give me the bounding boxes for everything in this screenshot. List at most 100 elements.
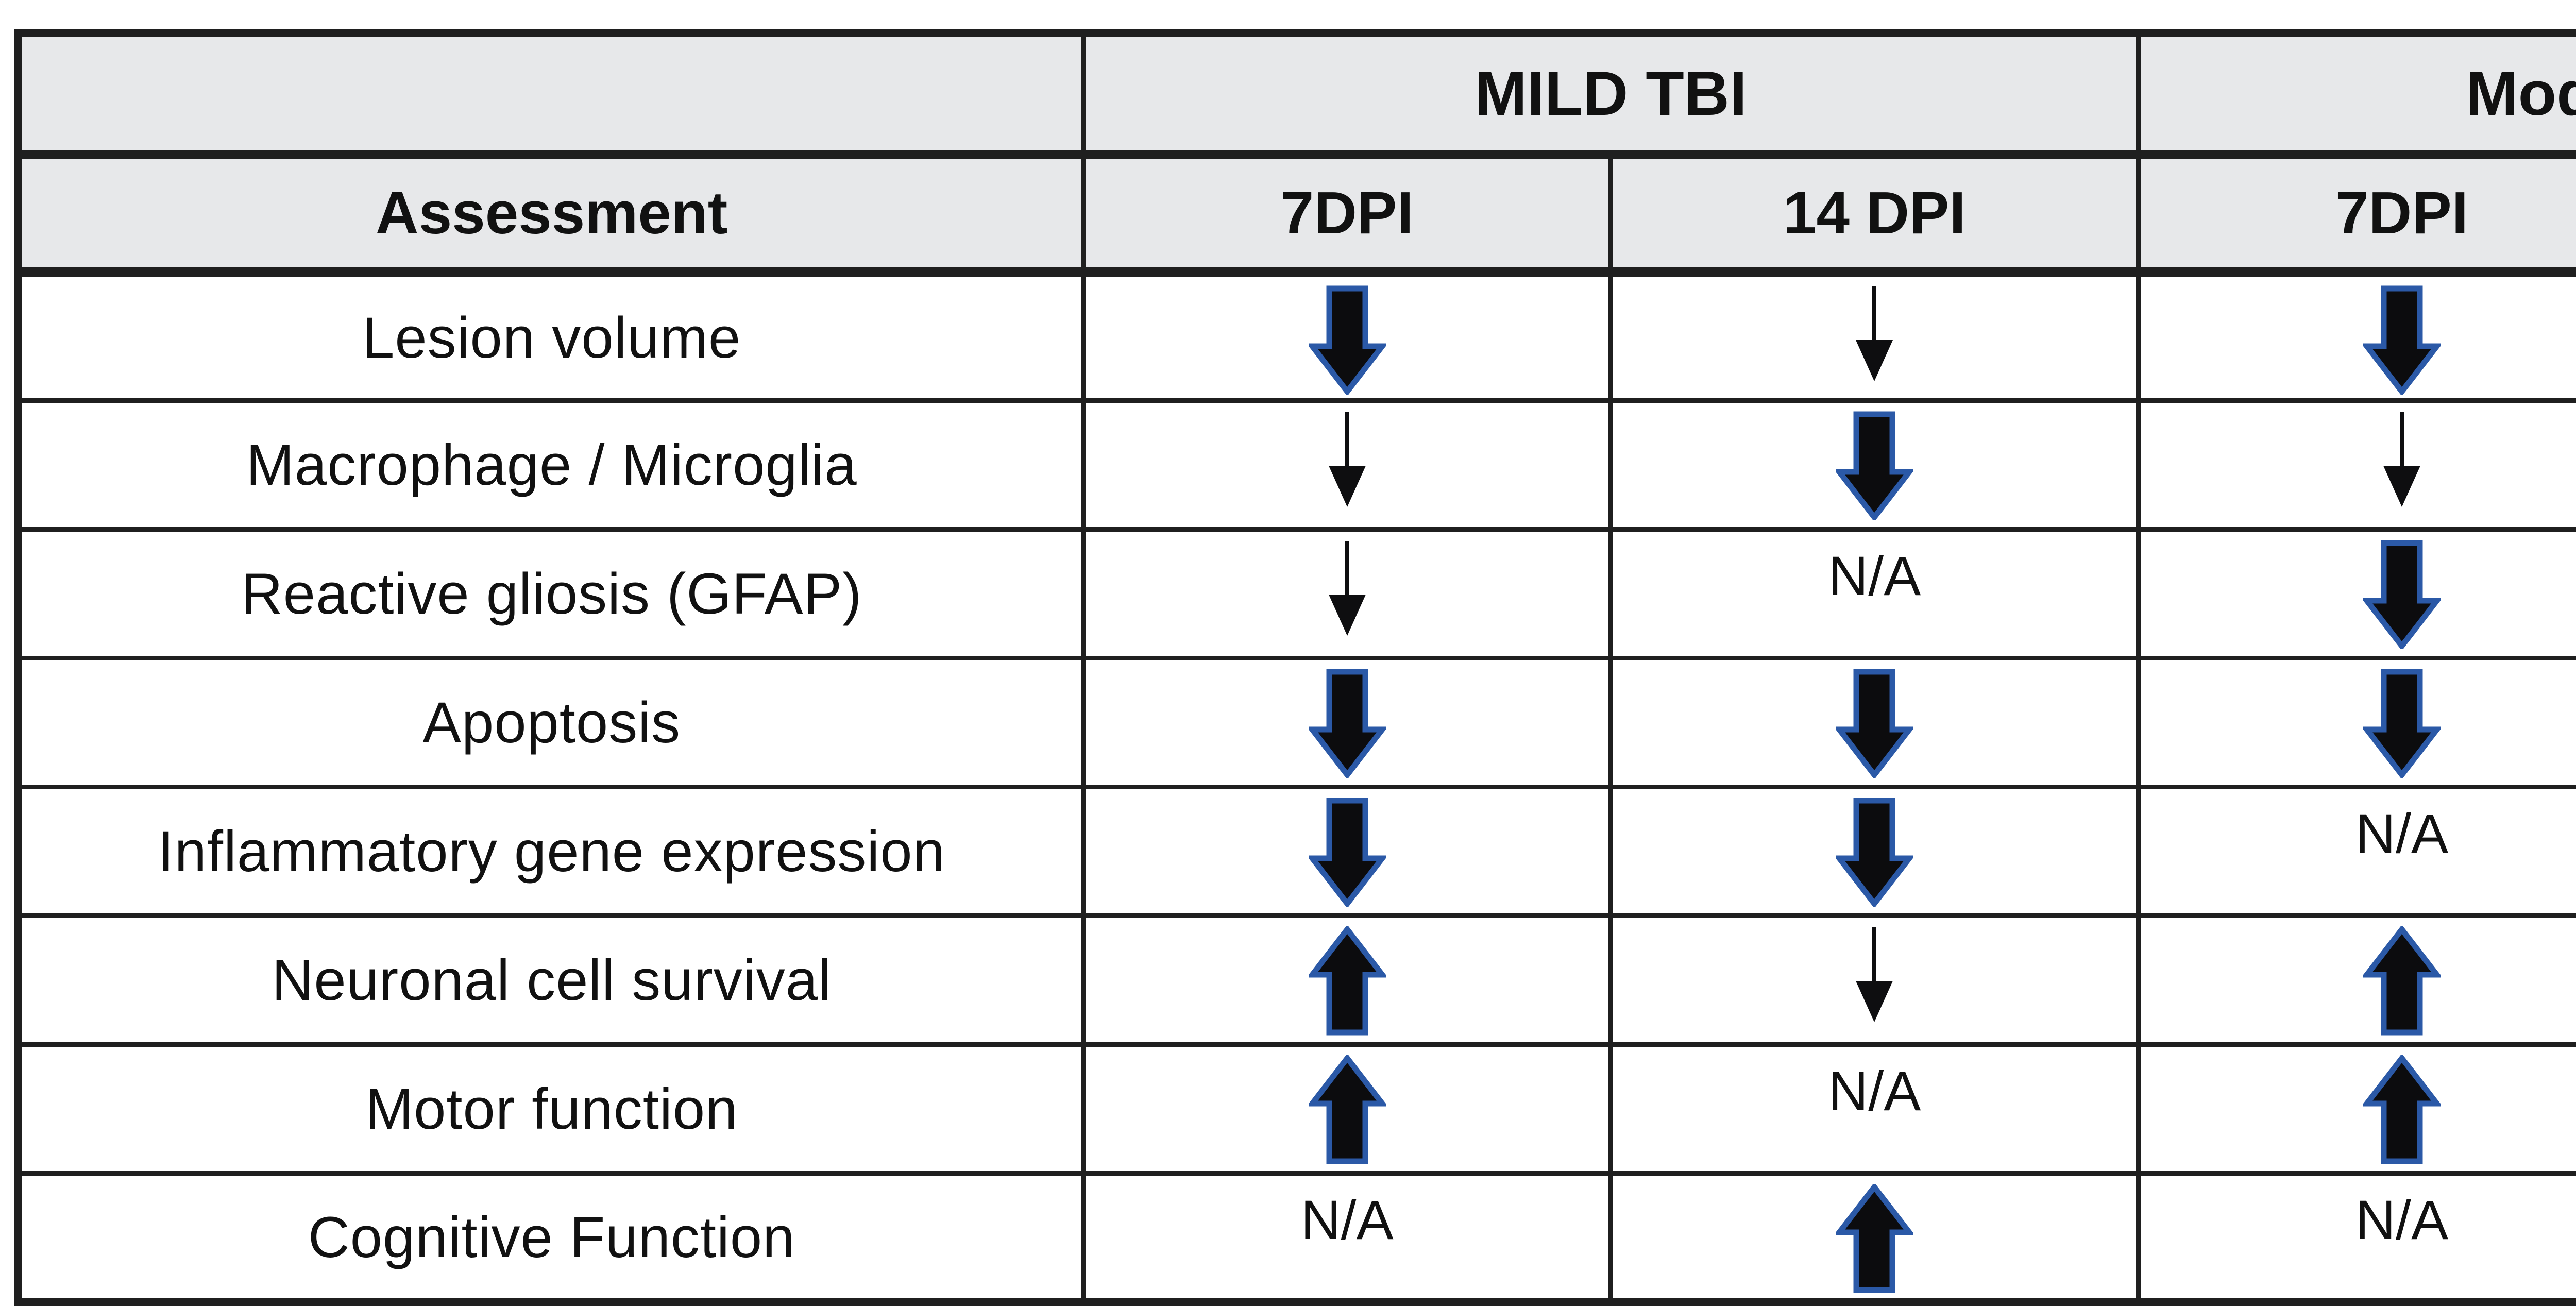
thick-down-arrow-cell-content [1086, 277, 1608, 399]
thick-down-arrow-cell-content [1086, 660, 1608, 785]
row-label: Lesion volume [19, 272, 1083, 401]
thick-up-arrow-icon [1309, 1055, 1386, 1164]
thin-down-arrow-cell [1083, 530, 1611, 658]
thin-down-arrow-cell [1611, 916, 2139, 1045]
thick-up-arrow-cell-content [1613, 1176, 2136, 1298]
thick-up-arrow-icon [2363, 1055, 2441, 1164]
thick-down-arrow-cell [1611, 401, 2139, 530]
thin-down-arrow-icon [1854, 285, 1895, 383]
row-label: Neuronal cell survival [19, 916, 1083, 1045]
thin-down-arrow-cell-content [1613, 277, 2136, 399]
thick-up-arrow-cell-content [2141, 918, 2576, 1042]
thick-down-arrow-icon [2363, 285, 2441, 395]
thick-up-arrow-icon [1309, 926, 1386, 1036]
table-row: Reactive gliosis (GFAP) N/A [19, 530, 2576, 658]
thick-up-arrow-icon [1836, 1184, 1913, 1293]
table-row: Apoptosis [19, 658, 2576, 787]
thick-up-arrow-cell [2138, 916, 2576, 1045]
corner-cell [19, 33, 1083, 155]
thick-down-arrow-cell [1083, 272, 1611, 401]
thick-up-arrow-cell-content [1086, 918, 1608, 1042]
na-cell-content: N/A [2141, 789, 2576, 913]
thick-down-arrow-cell [1083, 787, 1611, 916]
table-row: Cognitive Function N/A N/A [19, 1174, 2576, 1302]
na-cell-content: N/A [1613, 532, 2136, 656]
na-cell: N/A [1611, 1045, 2139, 1174]
thick-down-arrow-cell-content [2141, 277, 2576, 399]
row-label: Cognitive Function [19, 1174, 1083, 1302]
mild-7dpi-column-header: 7DPI [1083, 155, 1611, 272]
thick-down-arrow-icon [1309, 669, 1386, 778]
na-label: N/A [1828, 540, 1921, 608]
na-label: N/A [1828, 1055, 1921, 1123]
row-label: Apoptosis [19, 658, 1083, 787]
table-row: Macrophage / Microglia [19, 401, 2576, 530]
assessment-column-header: Assessment [19, 155, 1083, 272]
row-label: Inflammatory gene expression [19, 787, 1083, 916]
thick-up-arrow-cell [2138, 1045, 2576, 1174]
thick-down-arrow-icon [2363, 669, 2441, 778]
thick-down-arrow-icon [1309, 798, 1386, 907]
row-label: Reactive gliosis (GFAP) [19, 530, 1083, 658]
na-label: N/A [1301, 1184, 1394, 1252]
thick-down-arrow-cell [1611, 658, 2139, 787]
table-row: Neuronal cell survival [19, 916, 2576, 1045]
table-row: Lesion volume [19, 272, 2576, 401]
na-cell: N/A [1083, 1174, 1611, 1302]
na-cell-content: N/A [1613, 1047, 2136, 1171]
na-cell: N/A [2138, 1174, 2576, 1302]
thick-down-arrow-cell [2138, 658, 2576, 787]
thick-down-arrow-icon [2363, 540, 2441, 649]
thick-down-arrow-cell-content [1613, 660, 2136, 785]
row-label: Motor function [19, 1045, 1083, 1174]
thick-down-arrow-cell-content [1086, 789, 1608, 913]
thick-down-arrow-cell [2138, 530, 2576, 658]
thick-up-arrow-cell [1611, 1174, 2139, 1302]
row-label: Macrophage / Microglia [19, 401, 1083, 530]
thin-down-arrow-cell [1611, 272, 2139, 401]
thin-down-arrow-cell-content [1086, 532, 1608, 656]
thick-down-arrow-cell-content [2141, 532, 2576, 656]
na-cell: N/A [1611, 530, 2139, 658]
tbi-assessment-table: MILD TBI Moderate TBI Assessment 7DPI 14… [14, 29, 2576, 1306]
thick-up-arrow-cell-content [2141, 1047, 2576, 1171]
thin-down-arrow-cell [1083, 401, 1611, 530]
thick-down-arrow-icon [1309, 285, 1386, 395]
thick-down-arrow-cell-content [1613, 403, 2136, 527]
thin-down-arrow-icon [1327, 411, 1368, 509]
na-label: N/A [2355, 798, 2448, 866]
thick-down-arrow-icon [1836, 669, 1913, 778]
thick-up-arrow-cell-content [1086, 1047, 1608, 1171]
thick-down-arrow-cell [1083, 658, 1611, 787]
thick-down-arrow-cell-content [1613, 789, 2136, 913]
thick-down-arrow-icon [1836, 798, 1913, 907]
thick-down-arrow-cell [1611, 787, 2139, 916]
moderate-7dpi-column-header: 7DPI [2138, 155, 2576, 272]
thick-down-arrow-icon [1836, 411, 1913, 520]
group-header-mild-tbi: MILD TBI [1083, 33, 2138, 155]
thin-down-arrow-cell-content [1086, 403, 1608, 527]
thin-down-arrow-icon [1327, 540, 1368, 638]
thin-down-arrow-cell [2138, 401, 2576, 530]
thick-down-arrow-cell [2138, 272, 2576, 401]
thick-down-arrow-cell-content [2141, 660, 2576, 785]
group-header-row: MILD TBI Moderate TBI [19, 33, 2576, 155]
thick-up-arrow-cell [1083, 1045, 1611, 1174]
na-cell: N/A [2138, 787, 2576, 916]
mild-14dpi-column-header: 14 DPI [1611, 155, 2139, 272]
thick-up-arrow-cell [1083, 916, 1611, 1045]
thin-down-arrow-cell-content [2141, 403, 2576, 527]
thin-down-arrow-cell-content [1613, 918, 2136, 1042]
tbi-outcomes-figure: MILD TBI Moderate TBI Assessment 7DPI 14… [14, 29, 2576, 1300]
na-cell-content: N/A [2141, 1176, 2576, 1298]
na-label: N/A [2355, 1184, 2448, 1252]
na-cell-content: N/A [1086, 1176, 1608, 1298]
group-header-moderate-tbi: Moderate TBI [2138, 33, 2576, 155]
thick-up-arrow-icon [2363, 926, 2441, 1036]
thin-down-arrow-icon [2381, 411, 2422, 509]
sub-header-row: Assessment 7DPI 14 DPI 7DPI 14 DPI [19, 155, 2576, 272]
thin-down-arrow-icon [1854, 926, 1895, 1024]
